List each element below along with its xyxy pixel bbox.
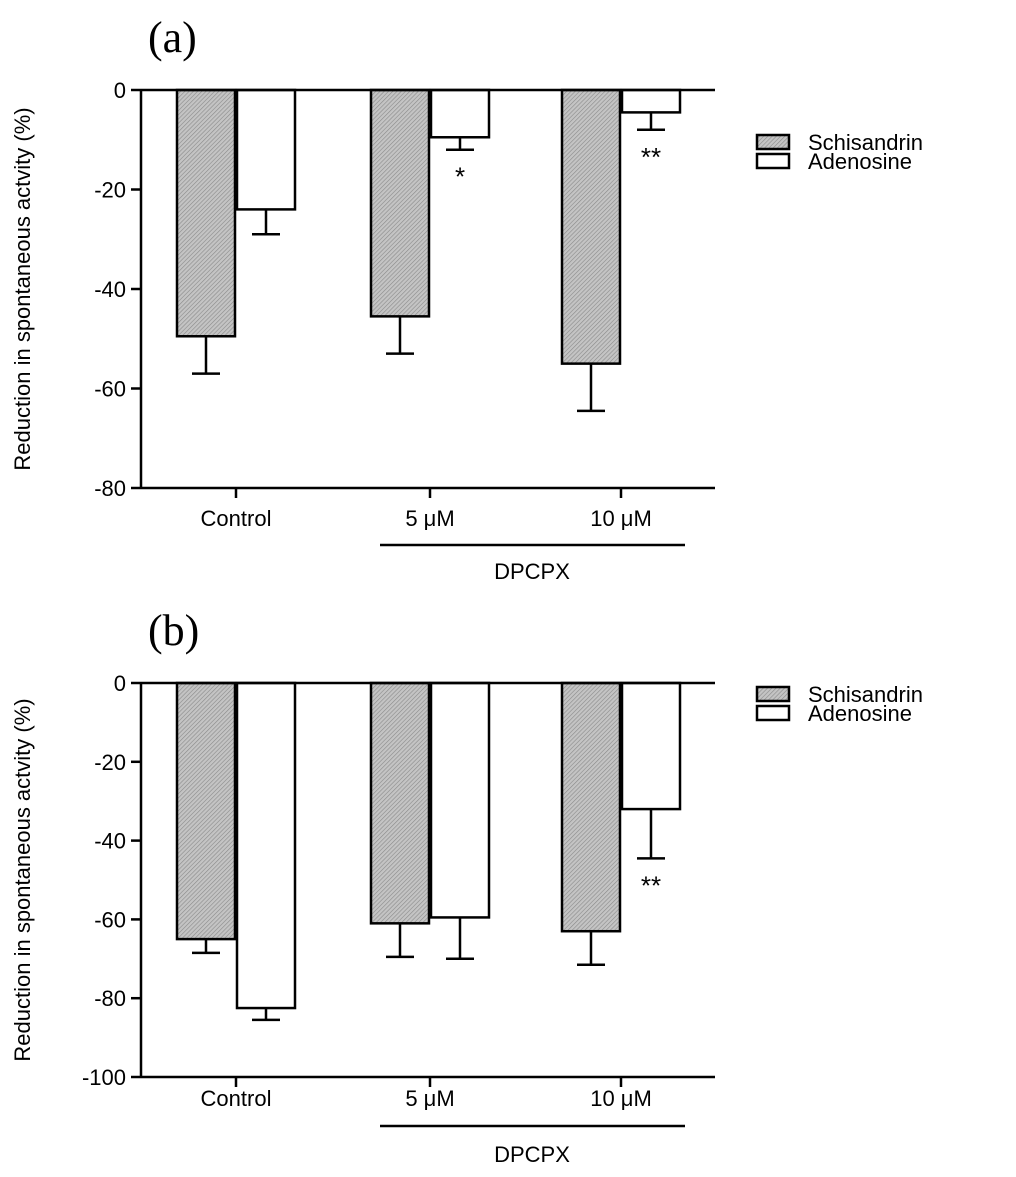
legend-label-adenosine: Adenosine [808,149,912,174]
y-tick-label-1: -20 [94,750,126,775]
significance-marker-0: ** [641,870,661,900]
y-tick-label-2: -40 [94,277,126,302]
panel-letter: (a) [148,13,197,62]
bar-schisandrin-0 [175,681,237,941]
category-label-0: Control [201,1086,272,1111]
legend-label-adenosine: Adenosine [808,701,912,726]
bar-schisandrin-2 [560,681,622,933]
y-tick-label-0: 0 [114,78,126,103]
panel-letter: (b) [148,606,199,655]
bar-schisandrin-2 [560,88,622,365]
bar-adenosine-0 [235,88,297,211]
legend-swatch-adenosine [755,704,791,722]
bar-adenosine-2 [620,681,682,811]
category-label-0: Control [201,506,272,531]
legend-swatch-adenosine [755,152,791,170]
y-tick-label-2: -40 [94,829,126,854]
legend-label-schisandrin: Schisandrin [808,682,923,707]
bar-adenosine-1 [429,88,491,139]
y-tick-label-4: -80 [94,986,126,1011]
panel-a: (a) Reduction in spontaneous actvity (%) 0… [10,13,923,584]
bar-adenosine-0 [235,681,297,1010]
y-tick-label-1: -20 [94,178,126,203]
group-label: DPCPX [494,559,570,584]
bar-schisandrin-1 [369,681,431,925]
bar-adenosine-1 [429,681,491,919]
legend-swatch-schisandrin [755,133,791,151]
y-axis-label: Reduction in spontaneous actvity (%) [10,107,35,470]
panel-b: (b) Reduction in spontaneous actvity (%) 0… [10,606,923,1167]
group-label: DPCPX [494,1142,570,1167]
legend-swatch-schisandrin [755,685,791,703]
bar-adenosine-2 [620,88,682,114]
category-label-2: 10 μM [590,1086,652,1111]
significance-marker-0: * [455,162,465,192]
bar-schisandrin-1 [369,88,431,318]
category-label-2: 10 μM [590,506,652,531]
category-label-1: 5 μM [405,506,454,531]
y-tick-label-3: -60 [94,377,126,402]
legend-label-schisandrin: Schisandrin [808,130,923,155]
significance-marker-1: ** [641,142,661,172]
y-tick-label-0: 0 [114,671,126,696]
y-tick-label-5: -100 [82,1065,126,1090]
bar-schisandrin-0 [175,88,237,338]
y-tick-label-4: -80 [94,476,126,501]
y-axis-label: Reduction in spontaneous actvity (%) [10,698,35,1061]
category-label-1: 5 μM [405,1086,454,1111]
y-tick-label-3: -60 [94,907,126,932]
